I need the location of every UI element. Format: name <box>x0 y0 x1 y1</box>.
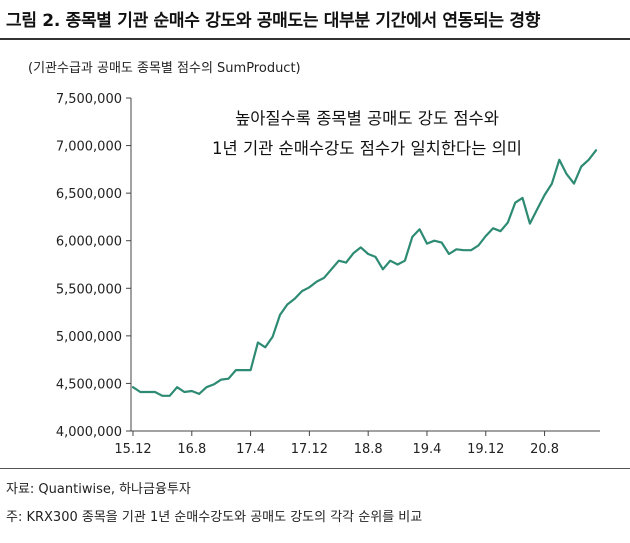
footer-divider <box>0 468 630 469</box>
footnote: 주: KRX300 종목을 기관 1년 순매수강도와 공매도 강도의 각각 순위… <box>6 510 423 525</box>
y-tick-label: 5,500,000 <box>56 282 122 297</box>
x-tick-label: 16.8 <box>177 442 206 457</box>
x-tick-label: 20.8 <box>530 442 559 457</box>
y-axis: 4,000,000 4,500,000 5,000,000 5,500,000 6,00… <box>56 92 132 440</box>
x-tick-label: 19.12 <box>467 442 504 457</box>
annotation-line-2: 1년 기관 순매수강도 점수가 일치한다는 의미 <box>212 139 522 158</box>
title-divider <box>0 38 630 40</box>
y-tick-label: 4,000,000 <box>56 425 122 440</box>
figure-title: 그림 2. 종목별 기관 순매수 강도와 공매도는 대부분 기간에서 연동되는 … <box>6 11 541 31</box>
y-tick-label: 6,500,000 <box>56 187 122 202</box>
source-note: 자료: Quantiwise, 하나금융투자 <box>6 482 191 497</box>
x-tick-label: 15.12 <box>114 442 151 457</box>
chart-annotation: 높아질수록 종목별 공매도 강도 점수와 1년 기관 순매수강도 점수가 일치한… <box>212 109 522 158</box>
line-chart: (기관수급과 공매도 종목별 점수의 SumProduct) 높아질수록 종목별… <box>28 61 600 457</box>
annotation-line-1: 높아질수록 종목별 공매도 강도 점수와 <box>235 109 499 128</box>
series-line <box>131 149 598 397</box>
x-tick-label: 17.4 <box>236 442 265 457</box>
y-tick-label: 5,000,000 <box>56 330 122 345</box>
series-group <box>131 149 598 397</box>
x-tick-label: 18.8 <box>354 442 383 457</box>
y-tick-label: 7,000,000 <box>56 140 122 155</box>
y-tick-label: 4,500,000 <box>56 377 122 392</box>
x-tick-label: 17.12 <box>291 442 328 457</box>
x-axis: 15.12 16.8 17.4 17.12 18.8 19.4 19.12 20.8 <box>114 430 600 457</box>
y-tick-label: 7,500,000 <box>56 92 122 107</box>
x-tick-label: 19.4 <box>412 442 441 457</box>
y-tick-label: 6,000,000 <box>56 235 122 250</box>
chart-unit-label: (기관수급과 공매도 종목별 점수의 SumProduct) <box>28 61 301 76</box>
